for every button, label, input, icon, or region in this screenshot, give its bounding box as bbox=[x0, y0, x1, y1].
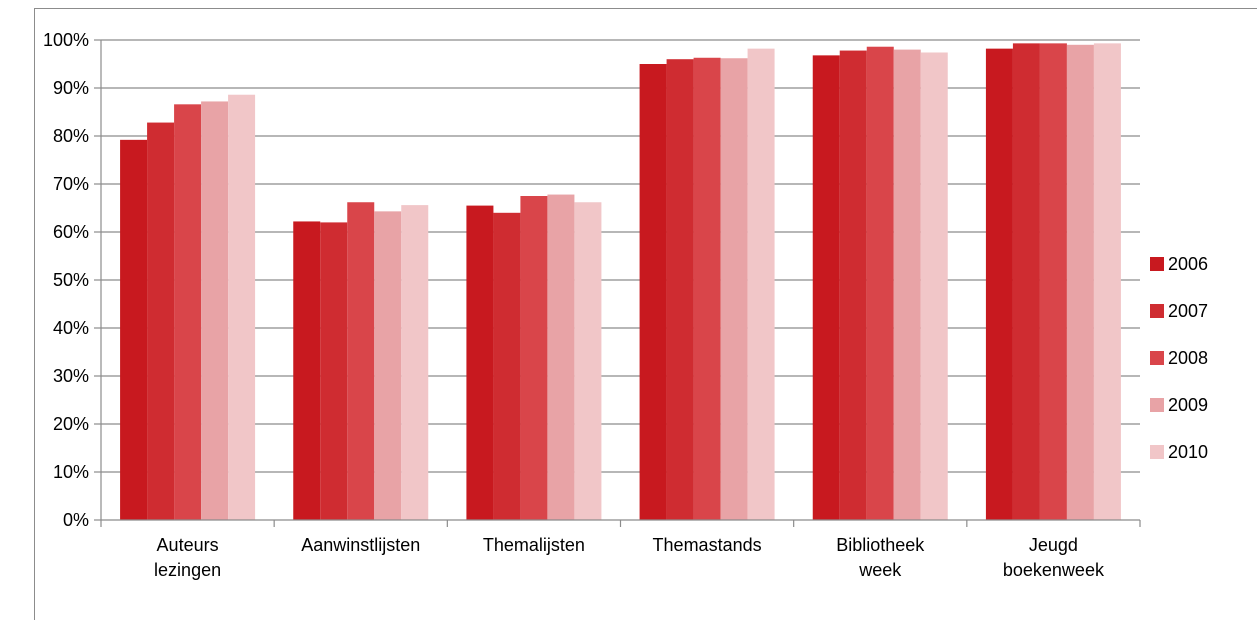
y-tick-label: 80% bbox=[53, 126, 89, 146]
y-tick-label: 0% bbox=[63, 510, 89, 530]
bar bbox=[201, 101, 229, 520]
x-category-label: Auteurs bbox=[157, 535, 219, 555]
bar bbox=[147, 122, 175, 520]
bar bbox=[866, 46, 894, 520]
bar bbox=[293, 221, 321, 520]
legend-swatch bbox=[1150, 257, 1164, 271]
bar bbox=[120, 139, 148, 520]
bar bbox=[747, 48, 775, 520]
y-tick-label: 90% bbox=[53, 78, 89, 98]
legend-label: 2008 bbox=[1168, 348, 1208, 368]
bar bbox=[985, 48, 1013, 520]
bar bbox=[1093, 43, 1121, 521]
bar bbox=[520, 196, 548, 520]
x-category-label: week bbox=[858, 560, 902, 580]
bar bbox=[466, 205, 494, 520]
legend-swatch bbox=[1150, 398, 1164, 412]
bar bbox=[574, 202, 602, 521]
legend-label: 2009 bbox=[1168, 395, 1208, 415]
y-tick-label: 70% bbox=[53, 174, 89, 194]
legend-swatch bbox=[1150, 445, 1164, 459]
bar bbox=[812, 55, 840, 521]
bar bbox=[720, 58, 748, 521]
y-tick-label: 20% bbox=[53, 414, 89, 434]
x-category-label: lezingen bbox=[154, 560, 221, 580]
bar bbox=[1012, 43, 1040, 521]
y-tick-label: 50% bbox=[53, 270, 89, 290]
x-category-label: Aanwinstlijsten bbox=[301, 535, 420, 555]
legend-label: 2007 bbox=[1168, 301, 1208, 321]
chart-frame bbox=[34, 8, 1257, 620]
x-category-label: Themalijsten bbox=[483, 535, 585, 555]
bar bbox=[920, 52, 948, 520]
bar bbox=[666, 59, 694, 520]
bar bbox=[228, 94, 256, 520]
bar bbox=[1066, 44, 1094, 521]
legend-label: 2010 bbox=[1168, 442, 1208, 462]
bars bbox=[120, 43, 1121, 521]
bar bbox=[547, 194, 575, 520]
bar bbox=[1039, 43, 1067, 521]
bar bbox=[693, 57, 721, 520]
x-category-label: Jeugd bbox=[1029, 535, 1078, 555]
bar bbox=[839, 50, 867, 521]
axes bbox=[94, 39, 1141, 527]
bar bbox=[374, 211, 402, 521]
legend: 2006 2007 2008 2009 2010 bbox=[1150, 254, 1208, 462]
x-category-label: Themastands bbox=[653, 535, 762, 555]
bar bbox=[893, 49, 921, 520]
labels: 0% 10% 20% 30% 40% 50% 60% 70% 80% 90% 100% Auteurs… bbox=[43, 30, 1105, 580]
bar bbox=[639, 64, 667, 520]
y-tick-label: 40% bbox=[53, 318, 89, 338]
x-category-label: Bibliotheek bbox=[836, 535, 925, 555]
bar bbox=[320, 222, 348, 520]
legend-swatch bbox=[1150, 351, 1164, 365]
y-tick-label: 100% bbox=[43, 30, 89, 50]
grid-lines bbox=[101, 39, 1140, 473]
bar bbox=[174, 104, 202, 520]
y-tick-label: 60% bbox=[53, 222, 89, 242]
x-category-label: boekenweek bbox=[1003, 560, 1105, 580]
y-tick-label: 30% bbox=[53, 366, 89, 386]
bar bbox=[347, 202, 375, 521]
y-tick-label: 10% bbox=[53, 462, 89, 482]
bar bbox=[401, 205, 429, 520]
legend-label: 2006 bbox=[1168, 254, 1208, 274]
legend-swatch bbox=[1150, 304, 1164, 318]
bar bbox=[493, 212, 521, 521]
